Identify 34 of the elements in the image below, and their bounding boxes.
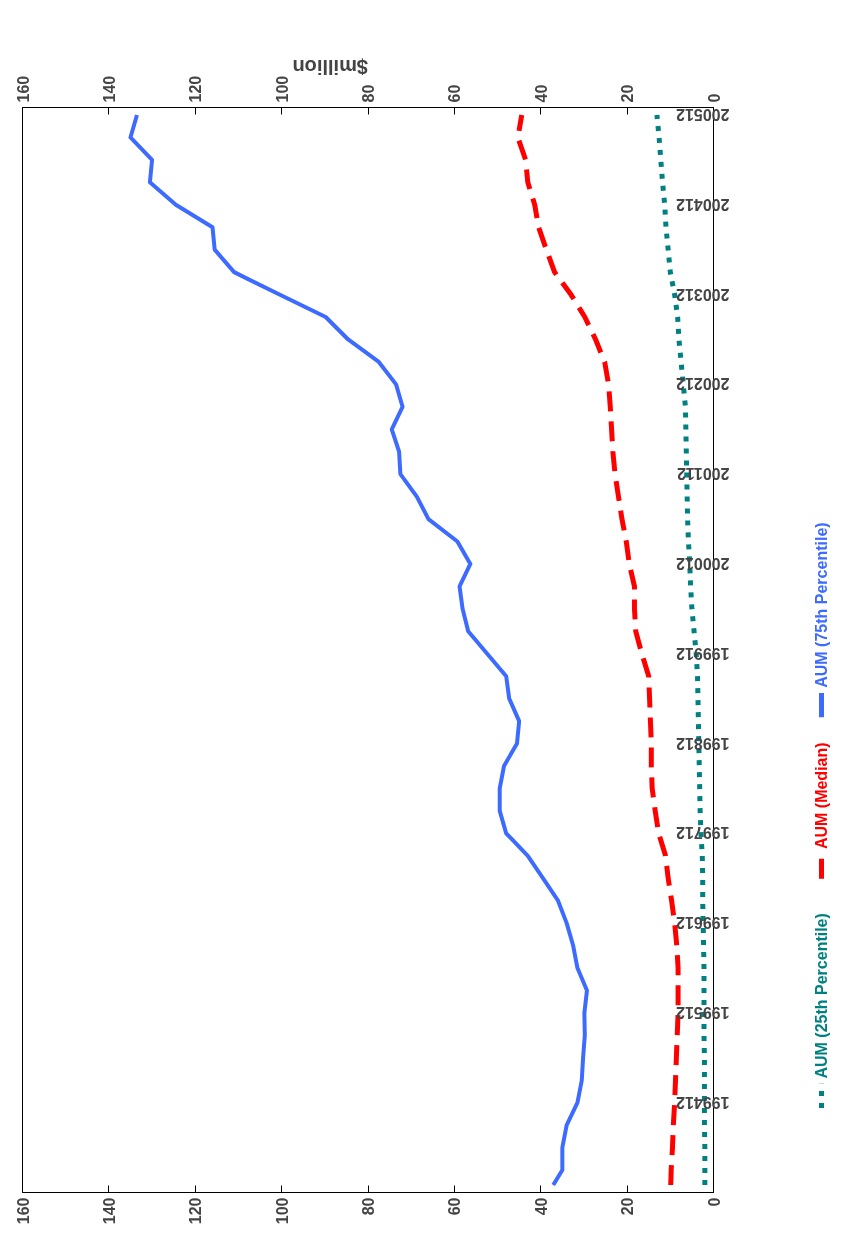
y-tick-label: 199912 xyxy=(676,644,730,662)
x-tick-label: 100 xyxy=(273,75,291,103)
x2-tick-label: 40 xyxy=(532,1197,550,1216)
y-tick-label: 199712 xyxy=(676,824,730,842)
x2-tick-label: 160 xyxy=(14,1197,32,1225)
y-tick-label: 200112 xyxy=(676,465,730,483)
x-tick-label: 60 xyxy=(446,84,464,103)
x2-tick-label: 100 xyxy=(273,1197,291,1225)
x2-tick-label: 60 xyxy=(446,1197,464,1216)
text: AUM (Median) xyxy=(813,742,830,850)
y-tick-label: 199412 xyxy=(676,1093,730,1111)
x2-tick-label: 20 xyxy=(619,1197,637,1216)
y-tick-label: 199612 xyxy=(676,914,730,932)
x-tick-label: 140 xyxy=(100,75,118,103)
y-tick-label: 200212 xyxy=(676,375,730,393)
y-tick-label: 199812 xyxy=(676,734,730,752)
text: AUM (25th Percentile) xyxy=(813,913,830,1079)
x2-tick-label: 0 xyxy=(705,1197,723,1207)
x-tick-label: 20 xyxy=(619,84,637,103)
text: AUM (75th Percentile) xyxy=(813,522,830,688)
x2-tick-label: 120 xyxy=(187,1197,205,1225)
x-tick-label: 160 xyxy=(14,75,32,103)
y-tick-label: 200412 xyxy=(676,195,730,213)
y-tick-label: 200012 xyxy=(676,554,730,572)
x2-axis-title: $million xyxy=(292,55,368,78)
x-tick-label: 40 xyxy=(532,84,550,103)
x2-tick-label: 140 xyxy=(100,1197,118,1225)
y-tick-label: 200312 xyxy=(676,285,730,303)
y-tick-label: 200512 xyxy=(676,105,730,123)
x2-tick-label: 80 xyxy=(360,1197,377,1216)
y-tick-label: 199512 xyxy=(676,1003,730,1021)
x-tick-label: 80 xyxy=(360,84,377,103)
x-tick-label: 120 xyxy=(187,75,205,103)
x-tick-label: 0 xyxy=(705,93,723,103)
